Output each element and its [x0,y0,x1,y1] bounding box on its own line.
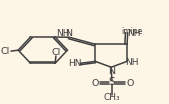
Text: CH₃: CH₃ [104,93,120,102]
Text: NH: NH [56,29,69,38]
Text: Cl: Cl [51,48,61,57]
Text: NH: NH [127,29,140,38]
Text: Cl: Cl [1,47,10,56]
Text: O: O [126,79,134,88]
Text: O: O [92,79,99,88]
Text: N: N [108,67,115,76]
Text: HN: HN [68,59,81,68]
Text: S: S [109,77,115,87]
Text: NH: NH [126,58,139,67]
Text: N: N [66,29,73,38]
Text: imine: imine [121,27,142,36]
